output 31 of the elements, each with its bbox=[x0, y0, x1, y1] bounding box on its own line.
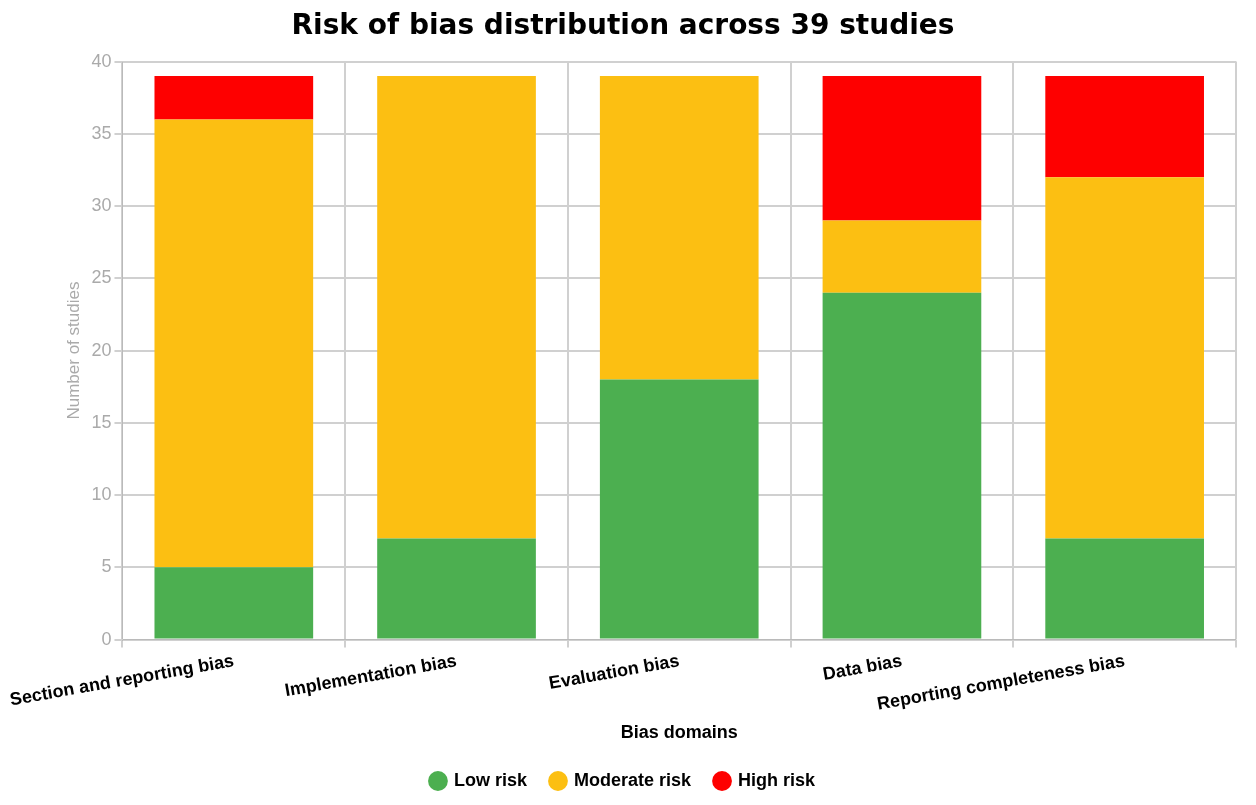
bar bbox=[377, 76, 536, 539]
x-tick-label: Evaluation bias bbox=[547, 650, 681, 693]
bar bbox=[599, 379, 759, 639]
bar bbox=[154, 119, 314, 568]
y-tick-label: 40 bbox=[91, 50, 112, 71]
legend-label: Moderate risk bbox=[573, 769, 693, 790]
y-tick-label: 25 bbox=[91, 267, 112, 288]
x-tick-label: Data bias bbox=[821, 650, 904, 684]
chart-title: Risk of bias distribution across 39 studies bbox=[291, 8, 955, 42]
y-axis-title: Number of studies bbox=[63, 281, 83, 420]
bar bbox=[822, 220, 982, 293]
bar bbox=[822, 76, 982, 221]
x-axis-title: Bias domains bbox=[620, 722, 738, 743]
y-tick-label: 30 bbox=[91, 195, 112, 216]
bar bbox=[1045, 76, 1204, 178]
bar bbox=[1045, 538, 1204, 639]
bar bbox=[599, 76, 759, 380]
bar bbox=[154, 76, 314, 120]
y-tick-label: 5 bbox=[101, 556, 112, 577]
bar bbox=[1045, 177, 1204, 539]
x-tick-label: Section and reporting bias bbox=[8, 650, 236, 710]
bar bbox=[377, 538, 536, 639]
y-tick-label: 15 bbox=[91, 411, 112, 432]
bar bbox=[822, 292, 982, 639]
y-tick-label: 0 bbox=[101, 628, 112, 649]
y-tick-label: 10 bbox=[91, 484, 112, 505]
y-tick-label: 20 bbox=[91, 339, 112, 360]
y-tick-label: 35 bbox=[91, 122, 112, 143]
bar bbox=[154, 567, 314, 639]
legend-label: Low risk bbox=[453, 769, 528, 790]
legend-label: High risk bbox=[738, 769, 817, 790]
